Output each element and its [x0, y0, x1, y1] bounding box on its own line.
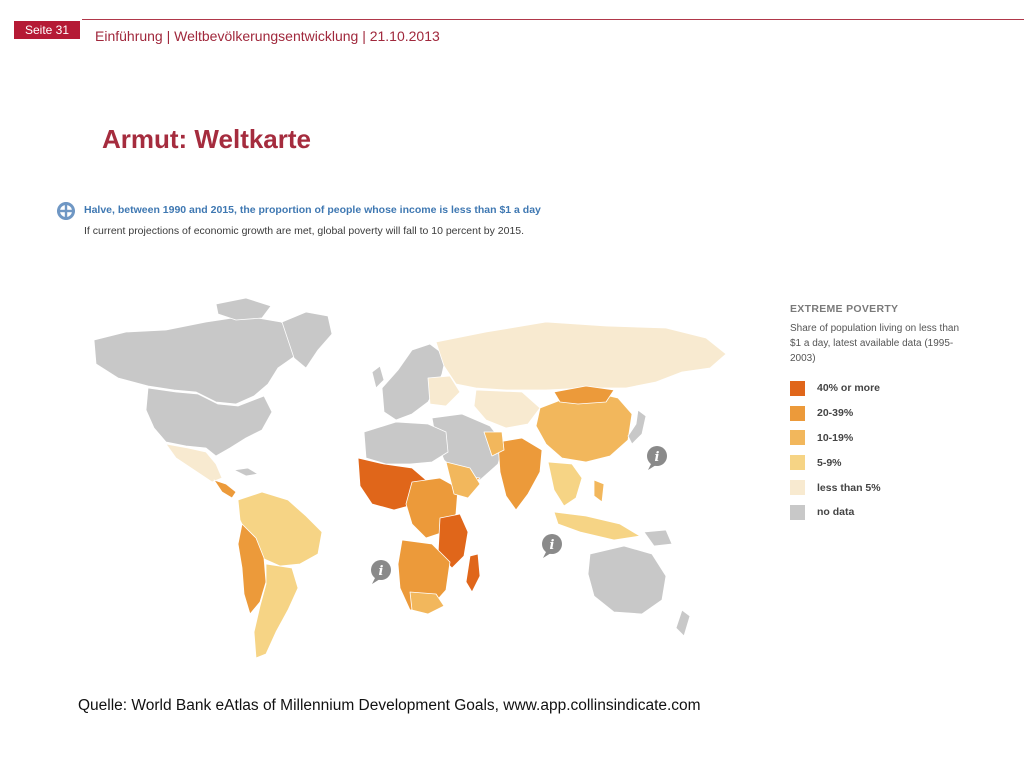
svg-text:i: i: [550, 538, 555, 553]
slide-title: Armut: Weltkarte: [102, 124, 312, 154]
region-pakistan: [483, 431, 505, 457]
region-caribbean: [233, 467, 259, 477]
info-icon[interactable]: i: [542, 534, 562, 558]
legend-item: less than 5%: [790, 475, 980, 500]
region-andes: [237, 523, 267, 615]
info-icon[interactable]: i: [647, 446, 667, 470]
legend-item: 5-9%: [790, 450, 980, 475]
region-central-america: [213, 479, 237, 499]
region-madagascar: [465, 553, 481, 593]
svg-text:i: i: [655, 450, 660, 465]
world-poverty-map: i i i: [93, 297, 727, 659]
region-south-africa: [409, 591, 445, 615]
legend-swatch: [790, 430, 805, 446]
legend-title: EXTREME POVERTY: [790, 303, 899, 315]
header-rule: [82, 19, 1024, 20]
region-india: [497, 437, 543, 511]
region-horn-of-africa: [445, 461, 481, 499]
map-legend: EXTREME POVERTY Share of population livi…: [790, 303, 980, 525]
page-number-badge: Seite 31: [14, 21, 80, 39]
legend-swatch: [790, 380, 805, 396]
region-canada: [93, 315, 307, 405]
legend-description: Share of population living on less than …: [790, 323, 960, 364]
region-japan: [627, 409, 647, 445]
region-canadian-islands: [215, 297, 272, 321]
region-papua: [643, 529, 673, 547]
goal-headline: Halve, between 1990 and 2015, the propor…: [84, 204, 541, 216]
region-philippines: [593, 479, 605, 503]
goal-subline: If current projections of economic growt…: [84, 225, 525, 237]
region-usa: [145, 387, 273, 457]
legend-label: 5-9%: [817, 456, 842, 469]
region-indonesia: [553, 511, 641, 541]
region-new-zealand: [675, 609, 691, 637]
legend-label: less than 5%: [817, 481, 881, 494]
region-southeast-asia: [547, 461, 583, 507]
legend-label: 40% or more: [817, 382, 881, 395]
legend-label: 10-19%: [817, 431, 854, 444]
source-citation: Quelle: World Bank eAtlas of Millennium …: [78, 697, 701, 714]
info-icon[interactable]: i: [371, 560, 391, 584]
region-uk: [371, 365, 385, 389]
legend-item: no data: [790, 500, 980, 525]
target-icon: [57, 202, 75, 220]
region-greenland: [281, 311, 333, 369]
region-russia: [435, 321, 727, 391]
region-australia: [587, 545, 667, 615]
region-south-america-south: [253, 563, 299, 659]
region-mongolia: [553, 385, 615, 405]
legend-item: 20-39%: [790, 401, 980, 426]
svg-text:i: i: [379, 564, 384, 579]
legend-item: 40% or more: [790, 376, 980, 401]
legend-swatch: [790, 480, 805, 496]
legend-label: 20-39%: [817, 407, 854, 420]
region-eastern-europe: [427, 375, 461, 407]
legend-swatch: [790, 504, 805, 520]
region-north-africa: [363, 421, 449, 465]
legend-list: 40% or more 20-39% 10-19% 5-9% less than…: [790, 376, 980, 525]
region-mexico: [165, 443, 223, 483]
region-central-asia: [473, 389, 541, 429]
legend-item: 10-19%: [790, 426, 980, 451]
legend-swatch: [790, 405, 805, 421]
breadcrumb: Einführung | Weltbevölkerungsentwicklung…: [95, 28, 440, 44]
legend-label: no data: [817, 506, 855, 519]
legend-swatch: [790, 455, 805, 471]
